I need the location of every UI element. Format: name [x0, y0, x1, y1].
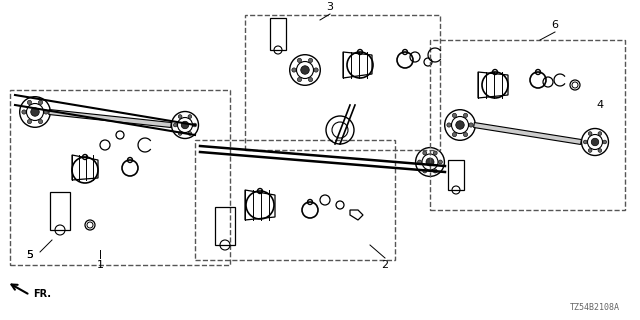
Circle shape [298, 58, 301, 62]
Text: 2: 2 [381, 260, 388, 270]
Circle shape [588, 132, 592, 135]
Polygon shape [474, 123, 581, 144]
Circle shape [438, 160, 442, 164]
Circle shape [426, 158, 434, 166]
Circle shape [188, 132, 192, 135]
Circle shape [173, 123, 177, 127]
Text: FR.: FR. [33, 289, 51, 299]
Circle shape [423, 151, 427, 155]
Bar [50, 192, 70, 230]
Circle shape [308, 58, 313, 62]
Circle shape [469, 123, 473, 127]
Circle shape [179, 132, 182, 135]
Circle shape [433, 151, 437, 155]
Text: 5: 5 [26, 250, 33, 260]
Circle shape [588, 148, 592, 152]
Circle shape [447, 123, 451, 127]
Circle shape [181, 121, 189, 129]
Bar [215, 207, 235, 245]
Circle shape [188, 115, 192, 118]
Text: 3: 3 [326, 2, 333, 12]
Circle shape [22, 110, 26, 114]
Circle shape [463, 113, 468, 117]
Circle shape [301, 66, 309, 74]
Circle shape [456, 121, 464, 129]
Circle shape [179, 115, 182, 118]
Circle shape [418, 160, 422, 164]
Circle shape [44, 110, 48, 114]
Text: 1: 1 [97, 260, 104, 270]
Text: 6: 6 [552, 20, 559, 30]
Circle shape [452, 132, 456, 137]
Circle shape [31, 108, 39, 116]
Circle shape [433, 169, 437, 173]
Circle shape [463, 132, 468, 137]
Text: 5: 5 [26, 250, 33, 260]
Circle shape [28, 119, 31, 124]
Bar [448, 160, 464, 190]
Circle shape [598, 132, 602, 135]
Circle shape [38, 100, 43, 105]
Text: TZ54B2108A: TZ54B2108A [570, 303, 620, 312]
Circle shape [38, 119, 43, 124]
Circle shape [584, 140, 587, 144]
Circle shape [292, 68, 296, 72]
Circle shape [193, 123, 196, 127]
Circle shape [28, 100, 31, 105]
Circle shape [452, 113, 456, 117]
Circle shape [314, 68, 318, 72]
Circle shape [298, 77, 301, 82]
Circle shape [308, 77, 313, 82]
Circle shape [591, 138, 599, 146]
Circle shape [598, 148, 602, 152]
Text: 4: 4 [596, 100, 604, 110]
Circle shape [603, 140, 607, 144]
Circle shape [423, 169, 427, 173]
Polygon shape [49, 109, 172, 127]
Bar [270, 18, 286, 50]
